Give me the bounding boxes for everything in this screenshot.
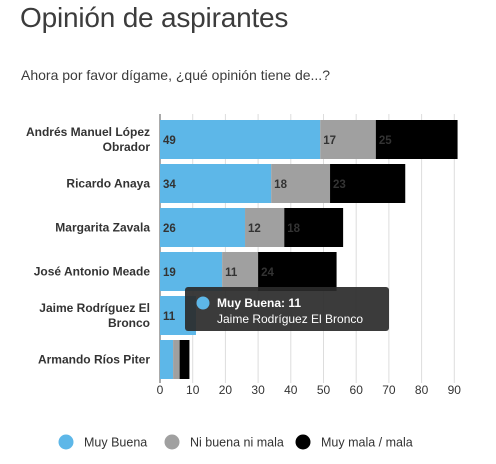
category-label: Ricardo Anaya: [66, 177, 150, 191]
value-label: 26: [163, 223, 176, 235]
value-label: 49: [163, 135, 176, 147]
legend-swatch: [164, 434, 180, 450]
value-label: 11: [225, 267, 238, 279]
tick-label: 40: [284, 383, 298, 397]
tooltip-swatch: [196, 296, 210, 310]
value-label: 24: [261, 267, 274, 279]
legend-label: Ni buena ni mala: [190, 436, 284, 450]
legend-label: Muy mala / mala: [321, 436, 413, 450]
bar: [222, 252, 259, 291]
tooltip-detail: Jaime Rodríguez El Bronco: [217, 312, 363, 326]
tick-label: 20: [219, 383, 233, 397]
tick-label: 10: [186, 383, 200, 397]
value-label: 34: [163, 179, 176, 191]
value-label: 11: [163, 311, 176, 323]
value-label: 23: [333, 179, 346, 191]
bar: [245, 208, 285, 247]
tooltip: Muy Buena: 11 Jaime Rodríguez El Bronco: [185, 287, 389, 331]
bar: [179, 340, 190, 379]
bar: [330, 164, 406, 203]
category-label: Jaime Rodríguez El: [39, 301, 150, 315]
value-label: 17: [323, 135, 336, 147]
bar: [320, 120, 376, 159]
value-label: 12: [248, 223, 261, 235]
tick-label: 30: [251, 383, 265, 397]
bar: [160, 164, 272, 203]
bar: [160, 340, 174, 379]
bar: [375, 120, 458, 159]
tick-label: 90: [448, 383, 462, 397]
bar: [271, 164, 331, 203]
category-label: Armando Ríos Piter: [38, 353, 150, 367]
tick-label: 50: [317, 383, 331, 397]
value-label: 18: [287, 223, 300, 235]
bar: [160, 120, 321, 159]
value-labels: 49 17 25 34 18 23 26 12 18 19 11 24 11: [163, 135, 392, 323]
legend: Muy Buena Ni buena ni mala Muy mala / mala: [58, 434, 413, 450]
category-label: Obrador: [103, 140, 151, 154]
bar: [258, 252, 337, 291]
bars: [160, 120, 458, 379]
bar: [173, 340, 180, 379]
legend-swatch: [58, 434, 74, 450]
category-label: Margarita Zavala: [55, 221, 150, 235]
category-label: José Antonio Meade: [34, 265, 151, 279]
value-label: 25: [379, 135, 392, 147]
category-label: Bronco: [108, 316, 150, 330]
tooltip-box: [185, 287, 389, 331]
tick-label: 80: [415, 383, 429, 397]
bar: [160, 252, 223, 291]
value-label: 19: [163, 267, 176, 279]
chart-subtitle: Ahora por favor dígame, ¿qué opinión tie…: [21, 67, 330, 83]
chart-title: Opinión de aspirantes: [20, 2, 289, 33]
tick-label: 70: [382, 383, 396, 397]
bar: [284, 208, 344, 247]
bar: [160, 208, 246, 247]
category-label: Andrés Manuel López: [26, 125, 150, 139]
tooltip-heading: Muy Buena: 11: [217, 296, 301, 310]
tick-label: 0: [157, 383, 164, 397]
legend-label: Muy Buena: [84, 436, 147, 450]
x-axis-ticks: 0 10 20 30 40 50 60 70 80 90: [157, 383, 462, 397]
tick-label: 60: [350, 383, 364, 397]
legend-swatch: [295, 434, 311, 450]
value-label: 18: [274, 179, 287, 191]
